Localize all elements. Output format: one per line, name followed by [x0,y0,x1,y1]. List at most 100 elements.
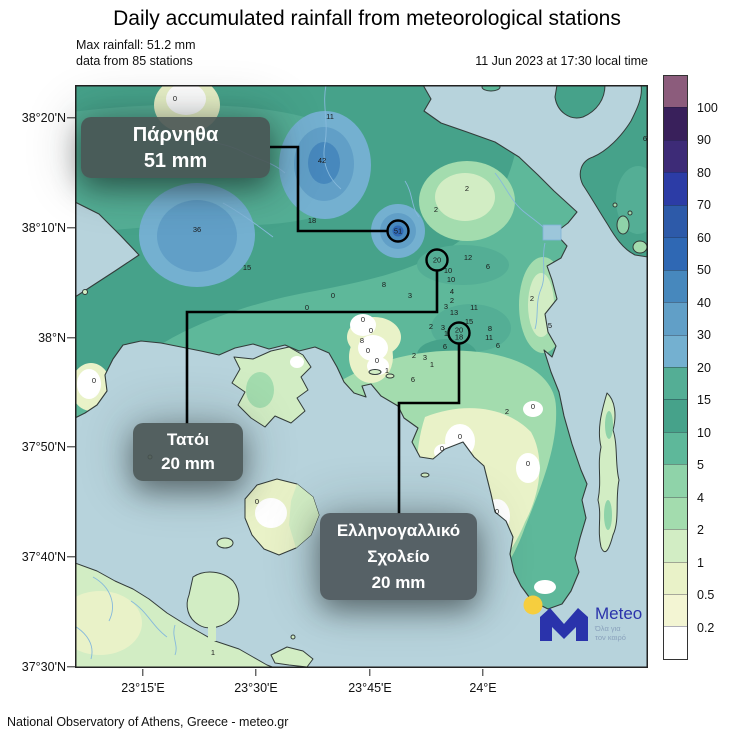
station-value: 42 [318,156,326,165]
station-value: 6 [411,375,415,384]
colorbar-segment [664,172,687,205]
station-value: 0 [305,303,309,312]
colorbar-tick-label: 10 [697,425,711,440]
callout-station-name: Πάρνηθα [132,123,219,146]
colorbar-segment [664,107,687,140]
station-value: 0 [255,497,259,506]
station-value: 0 [375,356,379,365]
y-tick-label: 37°30'N [21,660,66,674]
callout-parnitha: Πάρνηθα 51 mm [81,117,270,178]
x-tick-label: 24°E [469,681,497,695]
station-highlight-circle [447,321,471,345]
station-value: 0 [331,291,335,300]
colorbar-tick-label: 15 [697,393,711,407]
colorbar-tick-label: 80 [697,165,711,180]
station-highlight-circle [425,248,449,272]
station-value: 15 [465,317,473,326]
colorbar-segment [664,366,687,400]
leader-line-school [397,344,461,514]
station-value: 2 [429,322,433,331]
station-value: 12 [464,253,472,262]
station-value: 0 [531,402,535,411]
logo-tagline-line2: τον καιρό [595,633,626,642]
colorbar-segment [664,594,687,627]
callout-station-value: 51 mm [143,149,208,172]
callout-station-name: Ελληνογαλλικό [336,520,461,540]
leader-line-tatoi [185,271,439,424]
callout-station-name2: Σχολείο [367,546,430,566]
colorbar-segment [664,237,687,270]
datetime-label: 11 Jun 2023 at 17:30 local time [475,54,648,68]
station-value: 8 [488,324,492,333]
channel-islet [632,240,648,254]
colorbar-segment [664,334,687,367]
station-value: 10 [444,266,452,275]
colorbar-tick-label: 90 [697,133,711,147]
y-tick-mark [67,446,75,448]
colorbar-tick-label: 5 [697,458,704,472]
station-value: 1 [385,366,389,375]
colorbar-tick-label: 1 [697,555,704,570]
station-value: 1 [211,648,215,657]
logo-tagline-line1: Όλα για [594,624,621,633]
station-value: 36 [193,225,201,234]
leader-line-parnitha [270,145,387,233]
station-value: 6 [443,342,447,351]
station-value: 18 [455,333,463,342]
y-tick-mark [67,117,75,119]
y-tick-label: 38°N [38,331,66,345]
colorbar-tick-label: 20 [697,360,711,375]
y-tick-mark [67,227,75,229]
y-tick-label: 37°40'N [21,550,66,564]
station-value: 6 [486,262,490,271]
y-tick-mark [67,337,75,339]
colorbar-segment [664,464,687,497]
channel-islet [616,215,630,235]
x-tick-mark [255,669,257,676]
attribution-footer: National Observatory of Athens, Greece -… [7,715,289,729]
station-value: 18 [308,216,316,225]
colorbar-segment [664,431,687,465]
colorbar-tick-label: 4 [697,490,704,505]
callout-station-value: 20 mm [161,454,215,473]
station-value: 0 [440,444,444,453]
station-value: 11 [470,303,478,312]
poros-island [270,646,314,668]
station-value: 6 [643,134,647,143]
station-value: 0 [458,432,462,441]
x-tick-mark [369,669,371,676]
colorbar-tick-label: 60 [697,230,711,245]
callout-tatoi: Τατόι 20 mm [133,423,243,481]
station-value: 0 [526,459,530,468]
colorbar-segment [664,496,687,530]
colorbar-segment [664,529,687,562]
station-value: 2 [530,294,534,303]
colorbar-tick-label: 0.2 [697,620,715,635]
station-value: 0 [361,315,365,324]
southwest-land [75,562,314,668]
station-value: 2 [412,351,416,360]
colorbar-tick-label: 100 [697,100,718,115]
y-tick-label: 37°50'N [21,440,66,454]
y-tick-label: 38°20'N [21,111,66,125]
x-tick-mark [482,669,484,676]
colorbar-segment [664,561,687,594]
station-value: 20 [433,256,441,265]
station-value: 8 [382,280,386,289]
station-value: 1 [444,329,448,338]
x-tick-label: 23°15'E [121,681,165,695]
station-value: 0 [173,94,177,103]
islands [82,85,648,640]
colorbar-tick-label: 2 [697,523,704,537]
station-value: 4 [450,287,454,296]
page-title: Daily accumulated rainfall from meteorol… [113,7,621,30]
evia-headland [554,85,606,119]
rivers [75,85,546,660]
colorbar-segment [664,139,687,173]
makronisos-island [597,392,620,553]
colorbar-segment [664,204,687,238]
